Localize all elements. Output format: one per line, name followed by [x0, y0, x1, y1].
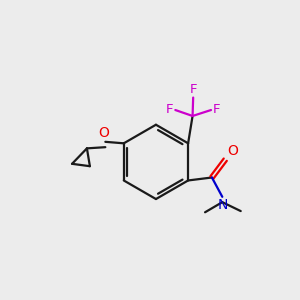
Text: F: F	[213, 103, 220, 116]
Text: N: N	[218, 198, 228, 212]
Text: O: O	[98, 126, 109, 140]
Text: F: F	[166, 103, 173, 116]
Text: F: F	[189, 83, 197, 96]
Text: O: O	[227, 144, 238, 158]
